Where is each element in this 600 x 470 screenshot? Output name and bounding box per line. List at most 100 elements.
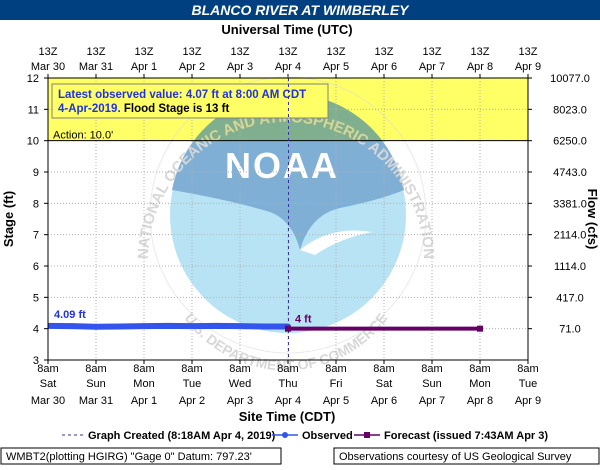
legend-observed-marker [282,432,288,438]
title-bar [0,0,600,20]
y2-axis-label: Flow (cfs) [585,189,600,250]
action-label: Action: 10.0' [53,130,113,142]
top-axis-ticks: 13Z Mar 30 13Z Mar 31 13Z Apr 1 13Z Apr 2 13Z Apr… [31,46,541,78]
y-axis-ticks: 3 4 5 6 7 8 9 10 11 12 [27,73,48,367]
footer-left-text: WMBT2(plotting HGIRG) "Gage 0" Datum: 79… [6,451,252,463]
info-box-line2: 4-Apr-2019. Flood Stage is 13 ft [58,103,229,115]
x-axis-ticks: 8am Sat Mar 30 8am Sun Mar 31 8am Mon Apr 1 8am Tu… [31,360,541,407]
top-tick-time: 13Z [327,46,346,58]
observed-point [237,323,243,330]
x-tick-time: 8am [37,363,58,375]
top-tick-date: Apr 4 [275,61,301,73]
y2-tick-label: 10077.0 [550,73,590,85]
top-tick-time: 13Z [87,46,106,58]
forecast-point [477,325,483,332]
legend-forecast-marker [364,432,370,438]
info-box-flood-stage: Flood Stage is 13 ft [124,103,230,115]
x-tick-date: Apr 4 [275,395,301,407]
y2-tick-label: 8023.0 [553,104,587,116]
top-tick-time: 13Z [423,46,442,58]
x-tick-date: Apr 1 [131,395,157,407]
x-tick-day: Mon [469,378,490,390]
x-tick-time: 8am [277,363,298,375]
top-tick-time: 13Z [375,46,394,58]
observed-point [69,323,75,330]
top-tick-date: Apr 3 [227,61,253,73]
noaa-logo-circle [149,76,427,354]
x-tick-time: 8am [421,363,442,375]
info-box [51,83,329,119]
y2-tick-label: 2114.0 [554,230,587,242]
top-tick-time: 13Z [471,46,490,58]
x-tick-day: Tue [519,378,538,390]
x-tick-time: 8am [373,363,394,375]
y2-tick-label: 1114.0 [554,261,586,273]
x-tick-day: Sun [422,378,442,390]
y-tick-label: 4 [33,324,39,336]
x-tick-time: 8am [517,363,538,375]
top-tick-date: Apr 8 [467,61,493,73]
top-tick-date: Apr 5 [323,61,349,73]
observed-point [83,323,90,330]
x-tick-day: Fri [330,378,343,390]
noaa-logo-gull [300,230,372,255]
forecast-point [285,325,291,332]
chart-title: BLANCO RIVER AT WIMBERLEY [192,2,411,18]
x-tick-day: Wed [229,378,251,390]
footer-right-box [333,447,600,465]
top-tick-time: 13Z [279,46,298,58]
top-tick-time: 13Z [519,46,538,58]
y-tick-label: 11 [28,104,39,116]
x-tick-time: 8am [469,363,490,375]
x-tick-day: Mon [133,378,154,390]
y-tick-label: 10 [27,136,39,148]
legend: Graph Created (8:18AM Apr 4, 2019) Obser… [62,430,548,442]
y-tick-label: 3 [33,355,39,367]
y2-tick-label: 4743.0 [553,167,587,179]
x-tick-date: Apr 3 [227,395,253,407]
x-tick-time: 8am [85,363,106,375]
x-tick-date: Apr 7 [419,395,445,407]
footer-left-box [0,447,282,465]
legend-observed-label: Observed [302,430,353,442]
x-tick-day: Tue [183,378,202,390]
x-axis-label: Site Time (CDT) [239,409,336,424]
y-tick-label: 6 [33,261,39,273]
observed-point [117,323,123,330]
x-tick-time: 8am [229,363,250,375]
y-axis-label: Stage (ft) [1,191,16,247]
info-box-line1: Latest observed value: 4.07 ft at 8:00 A… [58,89,306,101]
y2-tick-label: 71.0 [559,324,580,336]
x-tick-day: Sat [376,378,393,390]
top-tick-date: Apr 9 [515,61,541,73]
x-tick-time: 8am [181,363,202,375]
x-tick-day: Sat [40,378,57,390]
y-tick-label: 5 [33,292,39,304]
x-tick-date: Apr 8 [467,395,493,407]
forecast-label: 4 ft [295,314,312,326]
top-tick-time: 13Z [183,46,202,58]
top-tick-date: Apr 6 [371,61,397,73]
top-tick-date: Apr 7 [419,61,445,73]
top-axis-label: Universal Time (UTC) [221,22,352,37]
top-tick-date: Apr 2 [179,61,205,73]
y-tick-label: 8 [33,198,39,210]
noaa-logo-letters: NOAA [225,145,339,186]
top-tick-time: 13Z [39,46,58,58]
observed-point [165,322,171,329]
observed-point [141,323,147,330]
x-tick-date: Mar 31 [79,395,113,407]
x-tick-date: Apr 9 [515,395,541,407]
top-tick-date: Mar 31 [79,61,113,73]
observed-point [48,322,51,329]
observed-point [189,323,195,330]
legend-created-label: Graph Created (8:18AM Apr 4, 2019) [88,430,276,442]
observed-point [261,323,267,330]
y2-tick-label: 6250.0 [553,136,587,148]
x-tick-date: Apr 6 [371,395,397,407]
x-tick-time: 8am [133,363,154,375]
x-tick-day: Thu [279,378,298,390]
top-tick-date: Mar 30 [31,61,65,73]
